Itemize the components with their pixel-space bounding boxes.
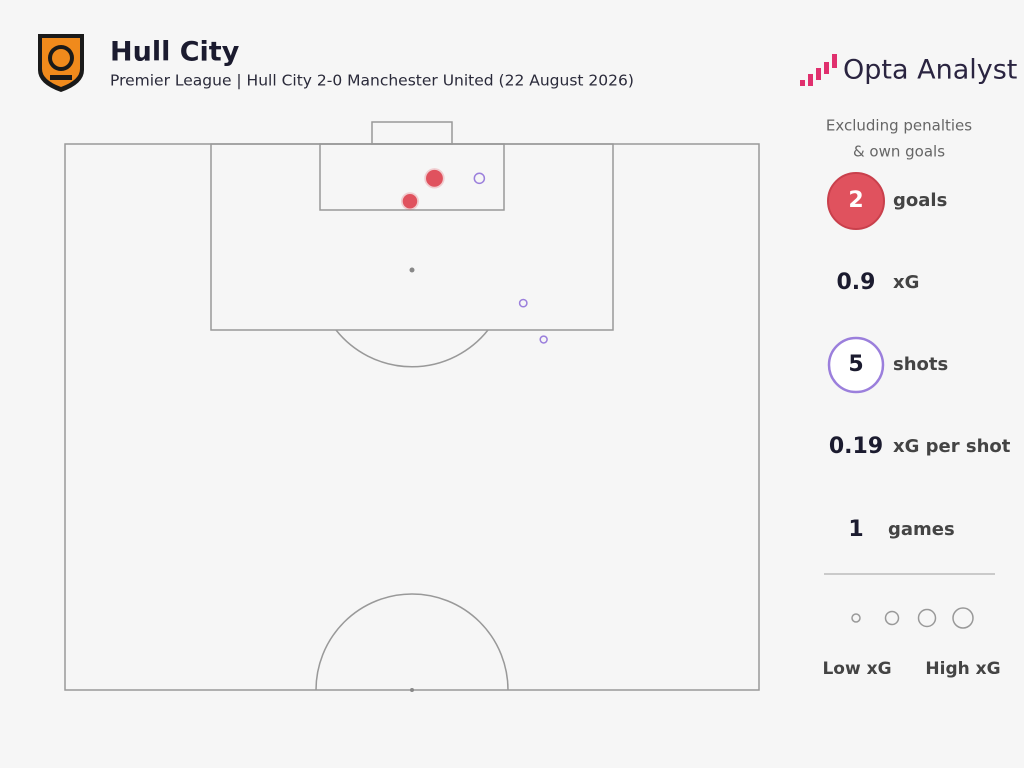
stat-value: 0.9	[837, 270, 876, 295]
note: Excluding penalties	[826, 117, 972, 135]
legend-high: High xG	[925, 659, 1000, 679]
club-badge	[38, 34, 84, 92]
brand: Opta Analyst	[843, 55, 1017, 86]
pitch	[64, 121, 760, 692]
stat-label: shots	[893, 354, 948, 375]
stat-value: 2	[848, 188, 863, 213]
shot	[539, 335, 548, 344]
shot	[402, 193, 418, 209]
brand-logo	[800, 54, 837, 86]
title: Hull City	[110, 37, 240, 68]
stat-value: 0.19	[829, 434, 883, 459]
goals-badge	[827, 172, 885, 230]
stat-label: goals	[893, 190, 947, 211]
stat-value: 1	[848, 517, 863, 542]
stat-label: xG per shot	[893, 436, 1011, 457]
stat-label: games	[888, 519, 955, 540]
subtitle: Premier League | Hull City 2-0 Mancheste…	[110, 72, 634, 90]
shots-badge	[827, 336, 885, 394]
stat-value: 5	[848, 352, 863, 377]
shot	[518, 298, 528, 308]
shot	[473, 172, 486, 185]
legend-sizes	[851, 607, 974, 629]
legend-low: Low xG	[822, 659, 891, 679]
shot	[426, 169, 443, 187]
note: & own goals	[853, 143, 945, 161]
stat-label: xG	[893, 272, 919, 293]
